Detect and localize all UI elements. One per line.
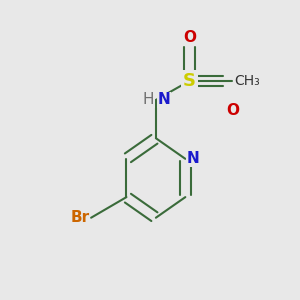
Text: CH₃: CH₃ [234, 74, 260, 88]
Text: S: S [183, 72, 196, 90]
Text: O: O [226, 103, 240, 118]
Text: N: N [158, 92, 170, 107]
Text: H: H [143, 92, 154, 107]
Text: N: N [187, 151, 200, 166]
Text: Br: Br [70, 210, 90, 225]
Text: O: O [183, 31, 196, 46]
